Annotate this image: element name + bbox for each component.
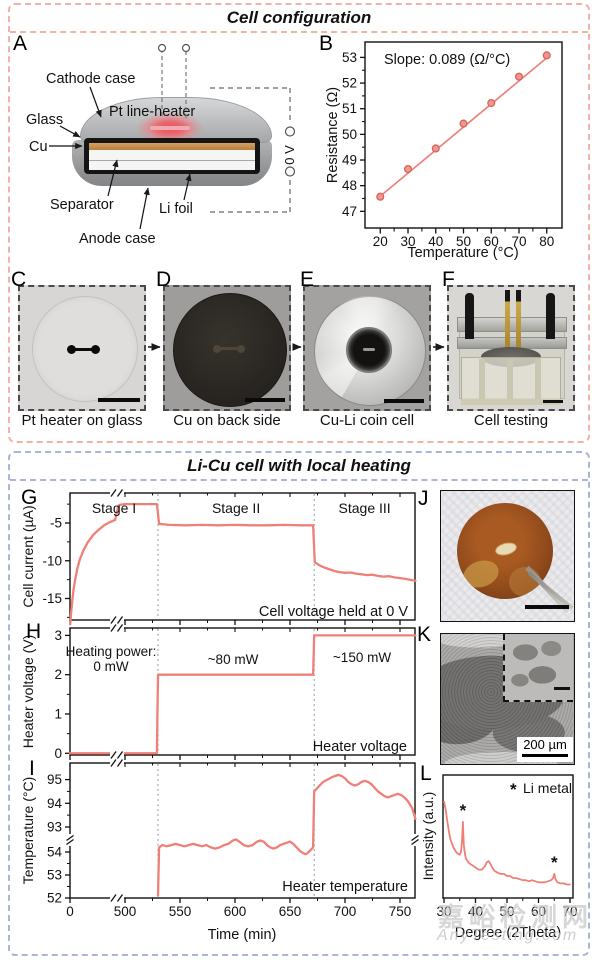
section-local-heating: Li-Cu cell with local heating	[8, 451, 590, 956]
panel-label-j: J	[418, 487, 429, 510]
fixture-post-right	[546, 293, 555, 339]
photo-cu-back-side	[163, 285, 291, 411]
label-li-foil: Li foil	[159, 201, 193, 217]
photo-pt-heater-on-glass	[18, 285, 146, 411]
photo-cell-testing	[447, 285, 575, 411]
panel-label-i: I	[29, 757, 35, 780]
panel-label-d: D	[156, 268, 172, 291]
label-cathode-case: Cathode case	[46, 71, 136, 87]
heater-contact	[363, 348, 375, 351]
watermark-cn: 嘉峪检测网	[438, 902, 594, 932]
label-pt-line-heater: Pt line-heater	[109, 104, 196, 120]
panel-label-g: G	[21, 486, 38, 509]
cu-layer-shape	[89, 143, 255, 150]
heater-wire	[220, 347, 240, 350]
cu-coated-disc	[173, 293, 287, 407]
section-title-top: Cell configuration	[10, 5, 588, 33]
fixture-column	[507, 359, 513, 403]
panel-label-h: H	[26, 620, 42, 643]
heater-pad-left	[67, 345, 76, 354]
pt-heater-line-shape	[150, 126, 190, 130]
panel-label-c: C	[11, 268, 27, 291]
amber-patch	[459, 556, 503, 592]
label-glass: Glass	[26, 112, 64, 128]
scale-bar	[525, 605, 569, 609]
gold-pin-2	[516, 290, 521, 348]
scale-bar	[98, 398, 140, 402]
sem-inset	[503, 634, 573, 702]
sem-image: 200 µm	[440, 633, 575, 765]
heater-wire	[74, 348, 94, 351]
heater-pad-right	[237, 345, 245, 353]
scale-bar-box: 200 µm	[517, 737, 573, 762]
fixture-top-plate	[457, 317, 567, 332]
heater-pad-right	[91, 345, 100, 354]
photo-cu-disc-after-test	[440, 490, 575, 622]
separator-line-shape	[89, 160, 255, 161]
label-cu: Cu	[29, 139, 48, 155]
panel-label-f: F	[442, 268, 455, 291]
brown-cu-disc	[457, 503, 553, 599]
scale-bar	[245, 398, 285, 402]
panel-label-e: E	[300, 268, 315, 291]
photo-coin-cell	[303, 285, 431, 411]
panel-label-k: K	[417, 623, 432, 646]
caption-coin-cell: Cu-Li coin cell	[319, 412, 415, 429]
fixture-column	[535, 359, 541, 403]
caption-pt-heater-on-glass: Pt heater on glass	[21, 412, 143, 429]
watermark-en: AnyTesting.com	[437, 927, 579, 944]
fixture-post-left	[465, 293, 474, 339]
heater-pad-left	[213, 345, 221, 353]
caption-cu-back-side: Cu on back side	[173, 412, 281, 429]
panel-label-l: L	[420, 762, 432, 785]
caption-cell-testing: Cell testing	[473, 412, 549, 429]
fixture-column	[479, 359, 485, 403]
scale-bar	[522, 754, 568, 757]
panel-label-b: B	[319, 32, 334, 55]
scale-bar	[384, 399, 424, 403]
amber-patch	[509, 567, 541, 597]
panel-label-a: A	[13, 32, 28, 55]
label-separator: Separator	[50, 197, 114, 213]
inset-scale-bar	[554, 687, 570, 690]
fixture-foot	[461, 399, 561, 405]
section-cell-configuration: Cell configuration	[8, 3, 590, 443]
scale-bar-label: 200 µm	[523, 737, 567, 752]
section-title-bottom: Li-Cu cell with local heating	[10, 453, 588, 481]
label-anode-case: Anode case	[79, 231, 156, 247]
li-deposit-spot	[493, 540, 519, 558]
scale-bar	[543, 400, 563, 403]
gold-pin-1	[505, 290, 510, 348]
